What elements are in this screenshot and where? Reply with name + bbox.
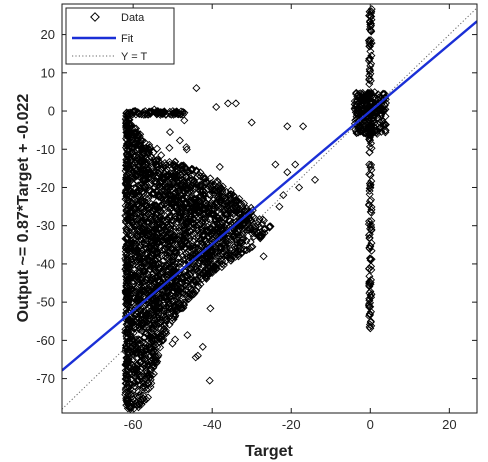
axis-ticks: -60 -40 -20 0 20 20 10 0 -10 -20 -30 -40 -50 -60 -70 (36, 4, 477, 432)
y-tick-label: 20 (41, 27, 55, 42)
x-tick-label: -60 (124, 417, 143, 432)
x-tick-label: 0 (367, 417, 374, 432)
y-tick-label: -30 (36, 218, 55, 233)
y-tick-label: 0 (48, 104, 55, 119)
y-tick-label: -40 (36, 256, 55, 271)
y-tick-label: -70 (36, 371, 55, 386)
y-tick-label: 10 (41, 65, 55, 80)
x-tick-label: -20 (282, 417, 301, 432)
x-tick-label: -40 (203, 417, 222, 432)
y-axis-title: Output ~= 0.87*Target + -0.022 (15, 94, 32, 323)
y-tick-label: -50 (36, 295, 55, 310)
y-tick-label: -10 (36, 142, 55, 157)
legend: Data Fit Y = T (65, 7, 175, 65)
identity-line (62, 7, 477, 410)
legend-label-fit: Fit (121, 33, 133, 45)
legend-label-data: Data (121, 12, 145, 24)
fit-lines (62, 7, 477, 410)
y-tick-label: -20 (36, 180, 55, 195)
legend-label-identity: Y = T (121, 51, 147, 63)
fit-line (62, 20, 477, 372)
x-axis-title: Target (245, 443, 293, 460)
plot-frame (61, 3, 478, 414)
legend-box (65, 7, 175, 65)
x-tick-label: 20 (442, 417, 456, 432)
y-tick-label: -60 (36, 333, 55, 348)
